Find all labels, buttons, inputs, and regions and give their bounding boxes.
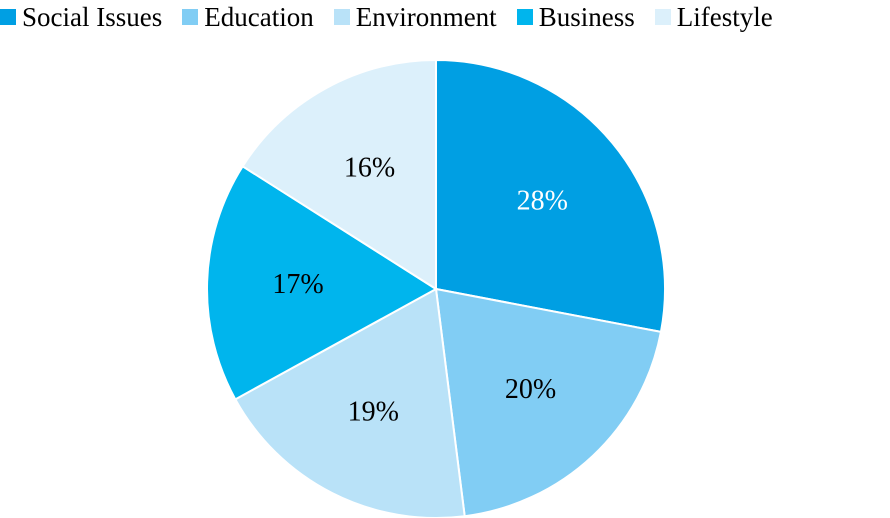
legend-item-lifestyle: Lifestyle: [654, 1, 773, 32]
legend-label-lifestyle: Lifestyle: [676, 1, 773, 32]
legend-swatch-business: [516, 9, 533, 25]
legend-label-business: Business: [538, 1, 635, 32]
legend-label-education: Education: [204, 1, 314, 32]
pie-label-environment: 19%: [348, 397, 399, 428]
legend-item-social-issues: Social Issues: [0, 1, 163, 32]
legend-swatch-lifestyle: [654, 9, 671, 25]
pie-slice-social-issues: [435, 59, 666, 333]
legend-swatch-social-issues: [0, 9, 16, 25]
pie-label-business: 17%: [272, 269, 323, 300]
pie-slice-education: [435, 288, 662, 518]
legend: Social Issues Education Environment Busi…: [0, 0, 890, 34]
legend-swatch-environment: [333, 9, 350, 25]
legend-item-environment: Environment: [333, 1, 497, 32]
legend-swatch-education: [182, 9, 199, 25]
legend-label-environment: Environment: [355, 1, 497, 32]
pie-slice-lifestyle: [241, 59, 437, 290]
pie-label-social-issues: 28%: [517, 186, 568, 217]
legend-item-business: Business: [516, 1, 635, 32]
pie-slice-business: [206, 165, 437, 401]
legend-item-education: Education: [182, 1, 314, 32]
pie-slices: [206, 59, 666, 518]
pie-label-lifestyle: 16%: [344, 153, 395, 184]
pie-label-education: 20%: [505, 374, 556, 405]
pie-labels: 28% 20% 19% 17% 16%: [272, 153, 568, 428]
legend-label-social-issues: Social Issues: [22, 1, 163, 32]
